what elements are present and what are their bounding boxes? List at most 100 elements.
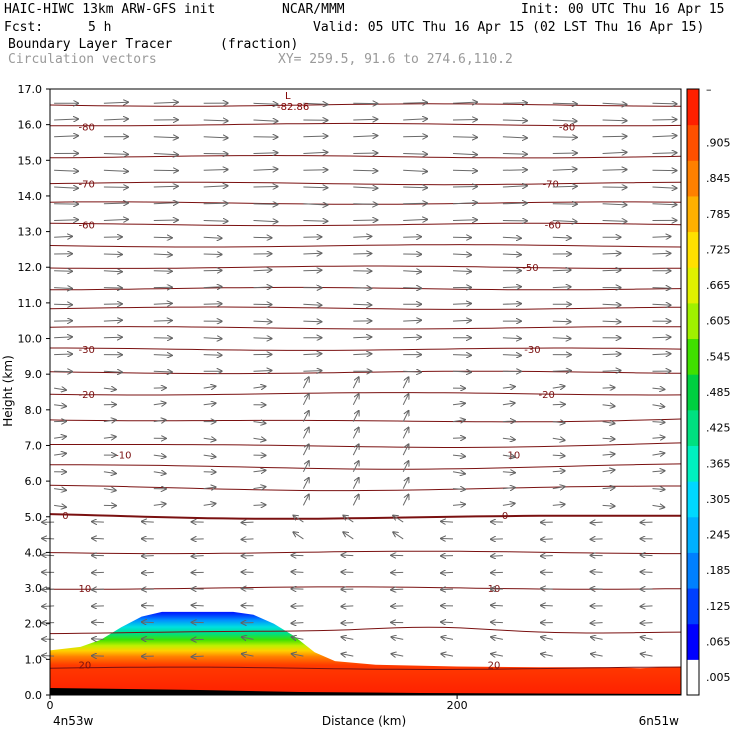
y-tick-label: 14.0	[18, 190, 43, 203]
colorbar-swatch	[687, 195, 699, 233]
wind-vector	[92, 639, 104, 640]
wind-vector	[353, 204, 377, 205]
wind-vector	[502, 203, 527, 204]
isotherm-line	[49, 418, 682, 423]
wind-vector	[452, 371, 471, 372]
wind-vector	[452, 438, 465, 439]
y-tick-label: 0.0	[25, 689, 43, 702]
field1-units: (fraction)	[220, 37, 299, 52]
wind-vector	[591, 589, 603, 590]
wind-vector	[552, 153, 577, 154]
wind-vector	[203, 455, 216, 457]
wind-vector	[103, 388, 116, 390]
wind-vector	[393, 532, 404, 540]
wind-vector	[142, 556, 154, 557]
colorbar-label: .905	[706, 137, 731, 150]
wind-vector	[203, 287, 222, 288]
wind-vector	[352, 377, 358, 389]
wind-vector	[602, 103, 627, 104]
wind-vector	[452, 187, 477, 188]
plot-frame	[49, 88, 682, 696]
isotherm-label: -20	[78, 390, 94, 401]
y-tick-label: 16.0	[18, 119, 43, 132]
wind-vector	[303, 136, 327, 137]
wind-vector	[391, 654, 404, 656]
wind-vector	[253, 187, 278, 188]
wind-vector	[303, 187, 327, 188]
wind-vector	[153, 271, 172, 272]
wind-vector	[253, 386, 266, 388]
isotherm-line	[49, 392, 682, 396]
colorbar-label: .005	[706, 671, 731, 684]
wind-vector	[402, 444, 408, 456]
wind-vector	[652, 354, 671, 355]
wind-vector	[103, 420, 116, 422]
wind-vector	[652, 453, 665, 455]
wind-vector	[302, 411, 308, 422]
wind-vector	[502, 170, 527, 171]
wind-vector	[353, 254, 371, 255]
wind-vector	[54, 489, 66, 491]
wind-vector	[253, 338, 272, 339]
colorbar-frame	[686, 88, 700, 696]
wind-vector	[54, 236, 72, 237]
wind-vector	[552, 270, 571, 271]
terrain-surface	[50, 688, 681, 695]
wind-vector	[302, 495, 308, 506]
wind-vector	[342, 654, 354, 656]
wind-vector	[591, 572, 603, 573]
wind-vector	[142, 572, 154, 573]
wind-vector	[502, 137, 527, 138]
x-right-endpoint: 6n51w	[639, 714, 680, 728]
wind-vector	[441, 521, 454, 522]
wind-vector	[602, 120, 627, 121]
y-tick-label: 8.0	[25, 404, 43, 417]
wind-vector	[552, 371, 571, 372]
wind-vector	[103, 337, 122, 338]
init-time: Init: 00 UTC Thu 16 Apr 15	[521, 2, 725, 17]
wind-vector	[402, 461, 408, 473]
isotherm-line	[49, 103, 681, 107]
wind-vector	[293, 532, 304, 540]
y-tick-label: 1.0	[25, 653, 43, 666]
colorbar-swatch	[687, 374, 699, 411]
wind-vector	[153, 237, 172, 238]
wind-vector	[552, 120, 577, 121]
valid-time: Valid: 05 UTC Thu 16 Apr 15 (02 LST Thu …	[313, 20, 705, 35]
wind-vector	[153, 303, 172, 304]
wind-vector	[92, 538, 104, 539]
wind-vector	[303, 270, 321, 271]
isotherm-line	[49, 626, 682, 635]
isotherm-line	[50, 586, 682, 590]
wind-vector	[402, 411, 408, 422]
y-axis-label: Height (km)	[1, 355, 15, 426]
wind-vector	[602, 204, 627, 205]
wind-vector	[402, 495, 408, 506]
wind-vector	[552, 504, 565, 505]
wind-vector	[552, 422, 565, 423]
wind-vector	[452, 271, 471, 272]
wind-vector	[502, 387, 515, 389]
wind-vector	[352, 411, 358, 422]
wind-vector	[302, 394, 308, 406]
wind-vector	[353, 119, 377, 120]
wind-vector	[253, 470, 266, 472]
wind-vector	[54, 304, 72, 305]
wind-vector	[552, 404, 565, 405]
y-tick-label: 11.0	[18, 297, 43, 310]
wind-vector	[602, 170, 627, 171]
wind-vector	[291, 623, 304, 624]
wind-vector	[502, 403, 515, 405]
min-marker-letter: L	[285, 91, 291, 102]
wind-vector	[353, 153, 377, 154]
wind-vector	[353, 170, 377, 171]
tracer-field	[50, 611, 681, 695]
isotherm-line	[49, 181, 682, 186]
model-title: HAIC-HIWC 13km ARW-GFS init	[4, 2, 216, 17]
wind-vector	[292, 637, 304, 639]
wind-vector	[54, 337, 72, 338]
isotherm-line	[49, 122, 682, 127]
colorbar-label: .365	[706, 457, 731, 470]
circulation-vectors	[42, 102, 676, 657]
wind-vector	[391, 637, 404, 639]
